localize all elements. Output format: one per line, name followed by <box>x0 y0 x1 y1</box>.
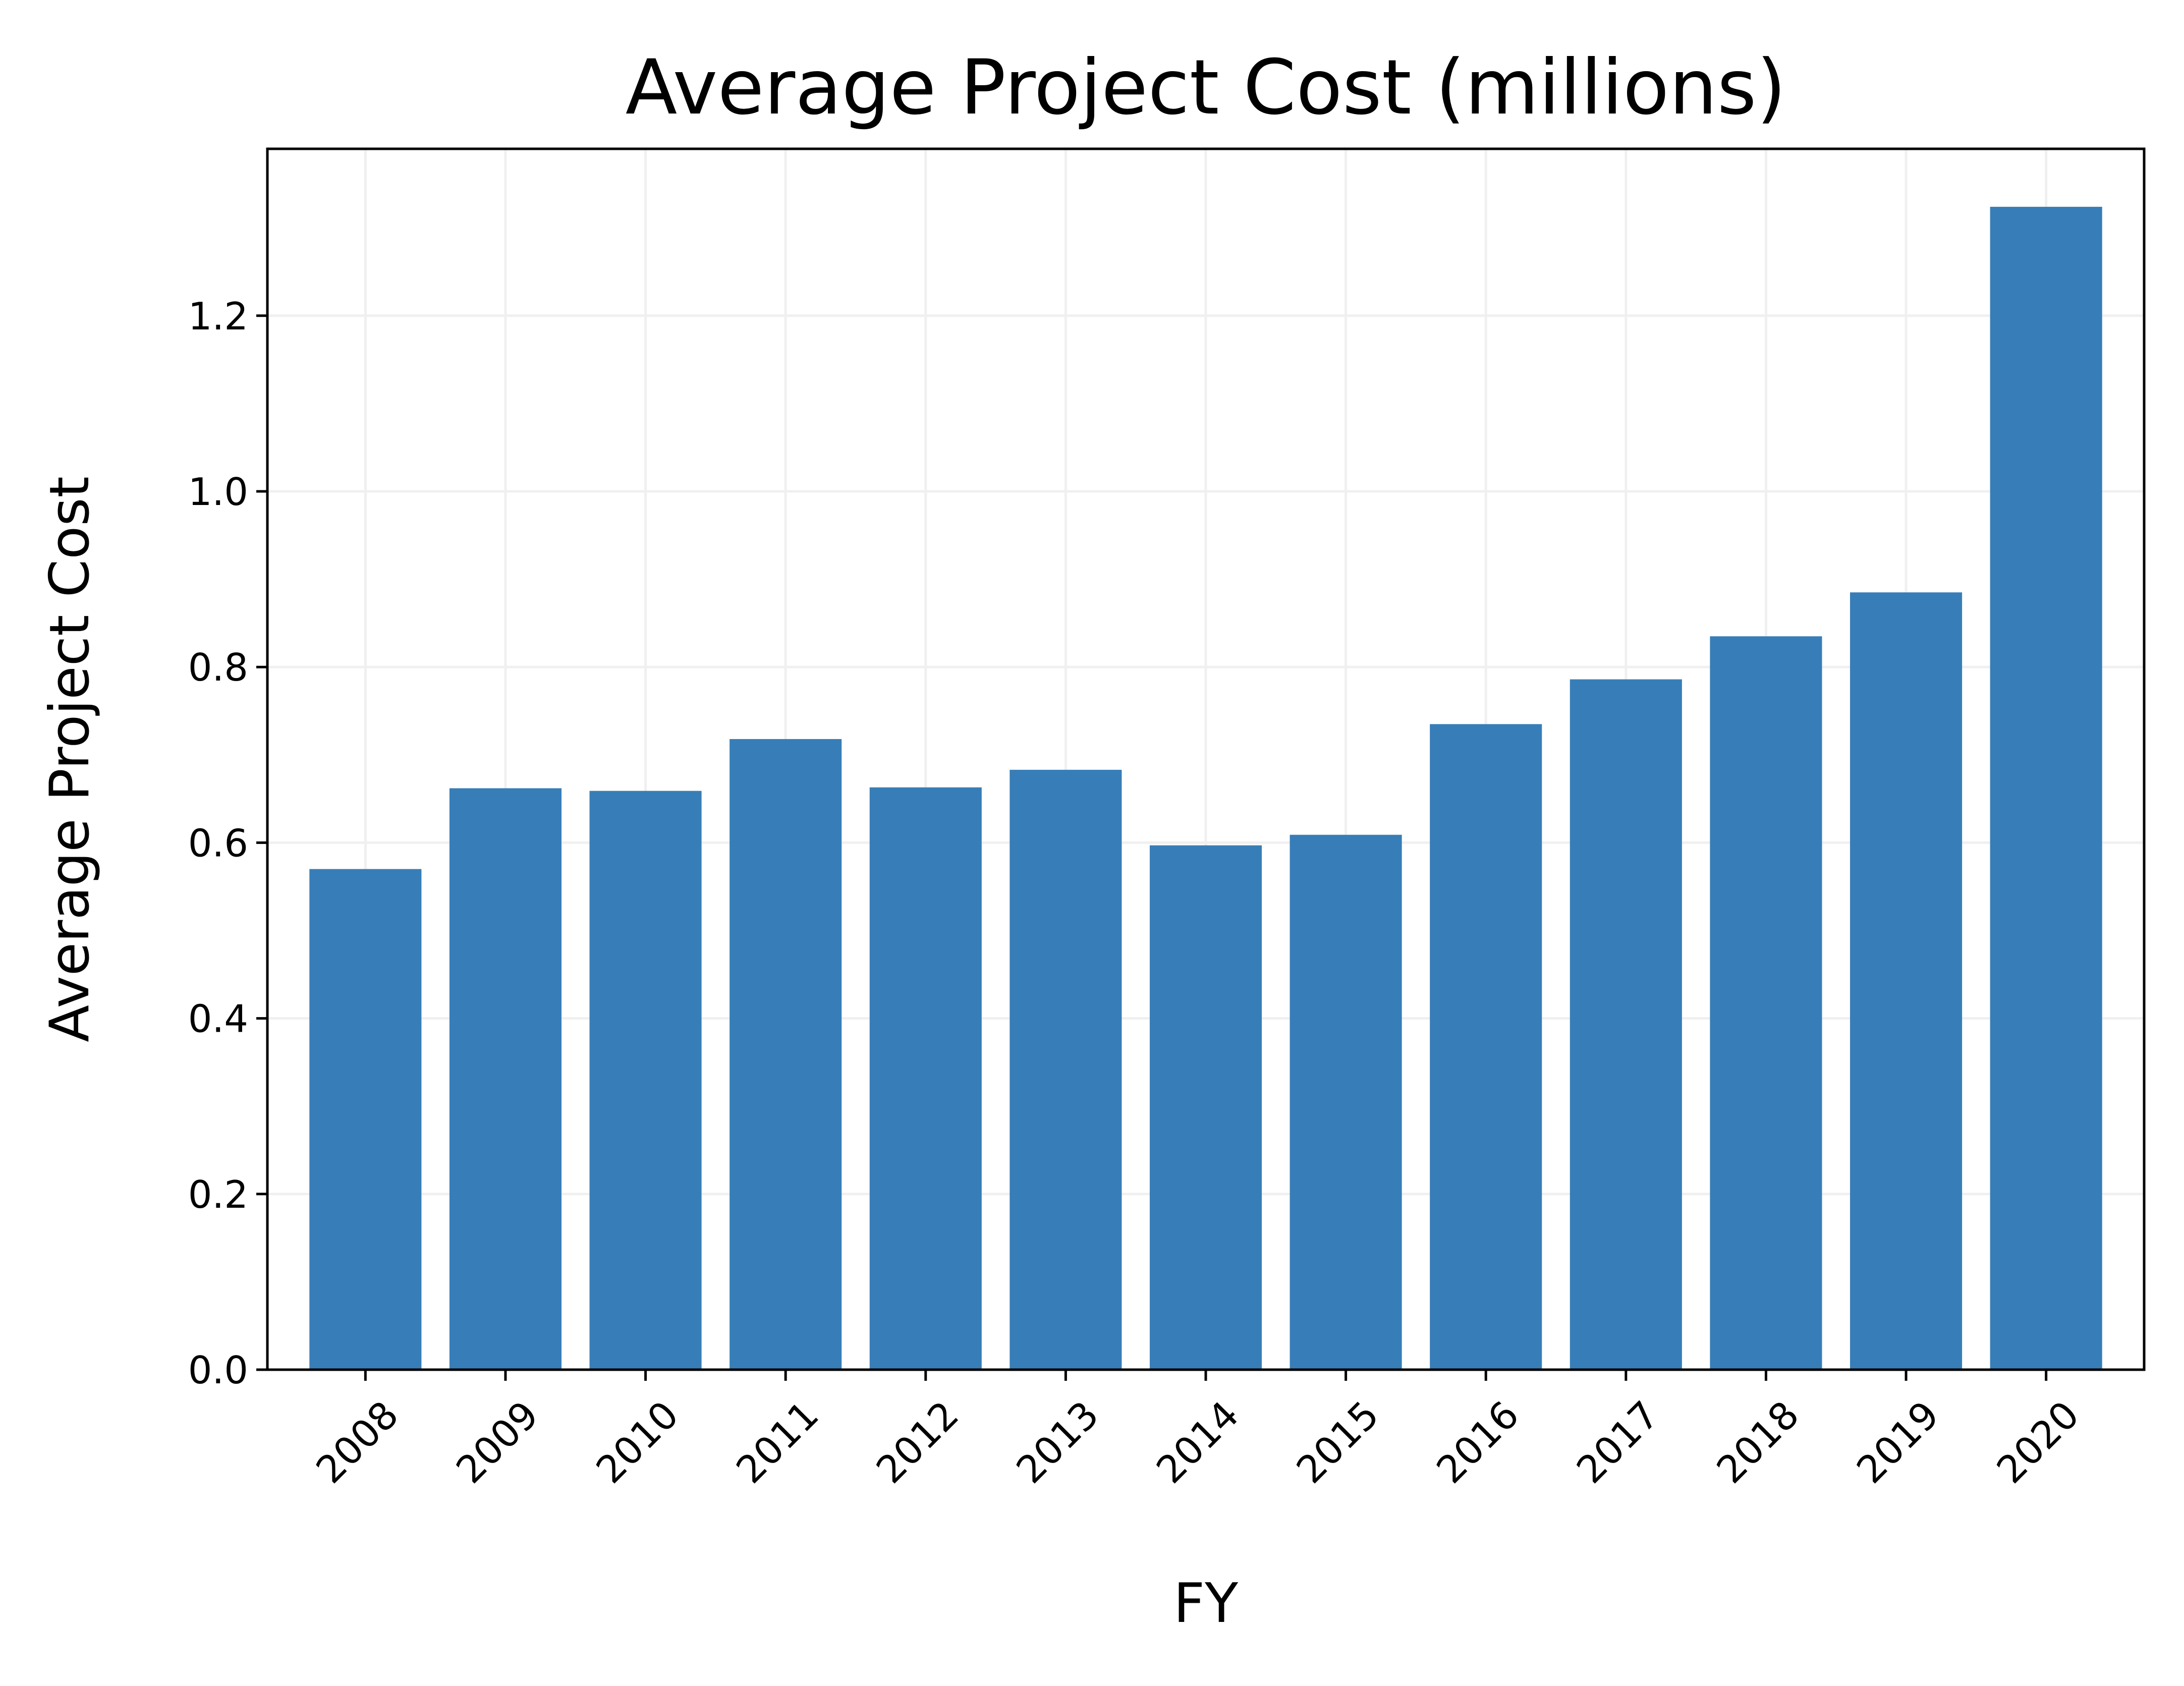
x-tick-label: 2010 <box>588 1392 687 1492</box>
x-tick-label: 2008 <box>307 1392 407 1492</box>
y-tick-label: 1.2 <box>188 294 248 339</box>
chart-title: Average Project Cost (millions) <box>626 44 1786 132</box>
bar-2009 <box>449 788 562 1370</box>
bar-2008 <box>309 869 422 1370</box>
bar-2013 <box>1010 769 1122 1370</box>
bar-2016 <box>1430 724 1542 1370</box>
x-tick-label: 2019 <box>1848 1392 1947 1492</box>
bar-2014 <box>1149 845 1262 1370</box>
y-axis-ticks: 0.0 0.2 0.4 0.6 0.8 1.0 1.2 <box>188 294 267 1392</box>
bar-2011 <box>730 739 842 1370</box>
bar-2015 <box>1290 834 1402 1370</box>
x-axis-label: FY <box>1173 1572 1239 1635</box>
bar-2020 <box>1990 206 2102 1370</box>
y-tick-label: 0.2 <box>188 1172 248 1217</box>
bar-2010 <box>589 791 702 1370</box>
x-tick-label: 2013 <box>1008 1392 1107 1492</box>
x-axis-ticks: 2008 2009 2010 2011 2012 2013 2014 2015 2016 2017… <box>307 1370 2088 1492</box>
bars-layer <box>309 206 2102 1370</box>
y-tick-label: 1.0 <box>188 470 248 514</box>
x-tick-label: 2016 <box>1428 1392 1527 1492</box>
y-tick-label: 0.8 <box>188 645 248 690</box>
y-tick-label: 0.6 <box>188 821 248 865</box>
bar-2012 <box>869 787 982 1370</box>
x-tick-label: 2020 <box>1988 1392 2088 1492</box>
x-tick-label: 2009 <box>447 1392 547 1492</box>
x-tick-label: 2011 <box>727 1392 827 1492</box>
y-axis-label: Average Project Cost <box>38 476 101 1042</box>
y-tick-label: 0.0 <box>188 1348 248 1392</box>
y-tick-label: 0.4 <box>188 997 248 1041</box>
x-tick-label: 2017 <box>1568 1392 1667 1492</box>
x-tick-label: 2014 <box>1148 1392 1247 1492</box>
bar-2019 <box>1850 592 1963 1370</box>
x-tick-label: 2012 <box>868 1392 967 1492</box>
x-tick-label: 2015 <box>1288 1392 1387 1492</box>
bar-2017 <box>1570 679 1682 1370</box>
x-tick-label: 2018 <box>1708 1392 1808 1492</box>
bar-2018 <box>1710 636 1822 1370</box>
